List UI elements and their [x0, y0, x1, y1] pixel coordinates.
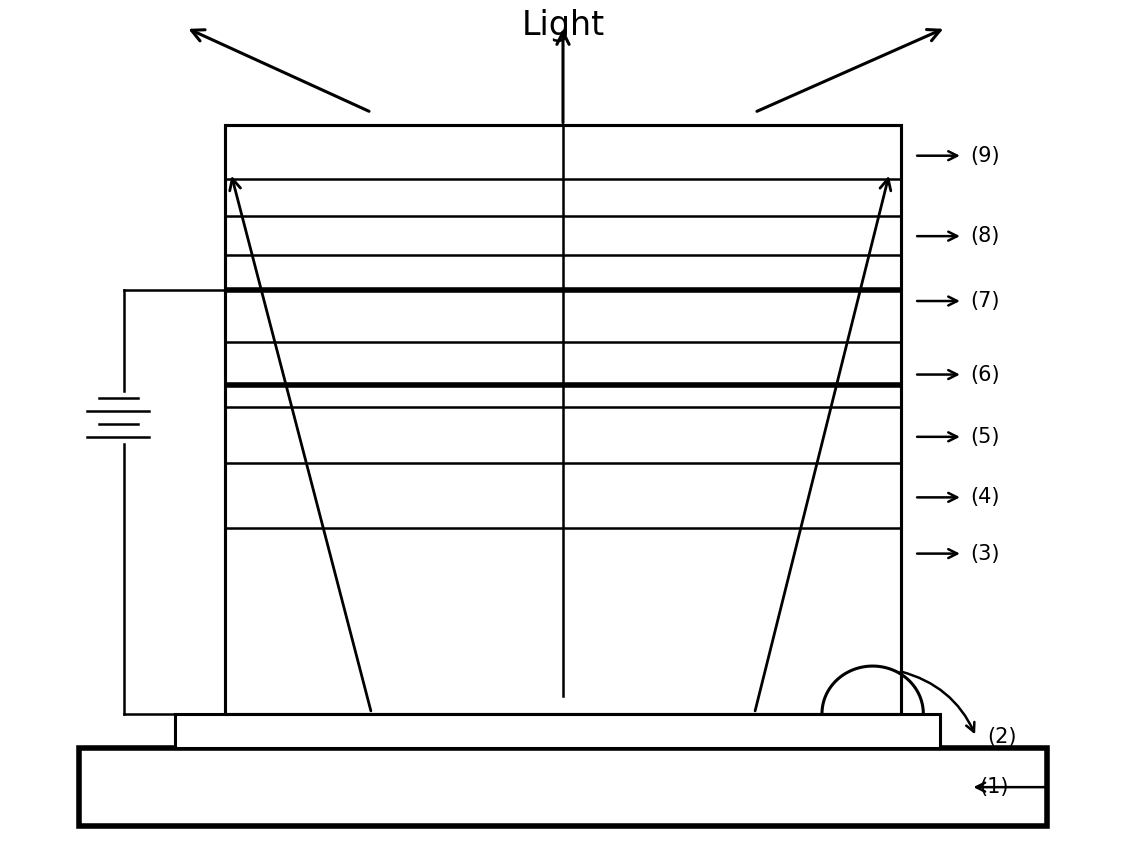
Bar [225, 125, 901, 714]
Text: (2): (2) [988, 727, 1017, 747]
Text: Light: Light [521, 9, 605, 42]
Text: (9): (9) [971, 145, 1000, 166]
Text: (7): (7) [971, 291, 1000, 311]
Text: (4): (4) [971, 487, 1000, 508]
Bar [79, 748, 1047, 826]
Text: (1): (1) [980, 777, 1009, 798]
Bar [225, 125, 901, 714]
Text: (5): (5) [971, 426, 1000, 447]
Text: (8): (8) [971, 226, 1000, 247]
Bar [175, 714, 940, 748]
Text: (3): (3) [971, 543, 1000, 564]
Text: (6): (6) [971, 364, 1000, 385]
